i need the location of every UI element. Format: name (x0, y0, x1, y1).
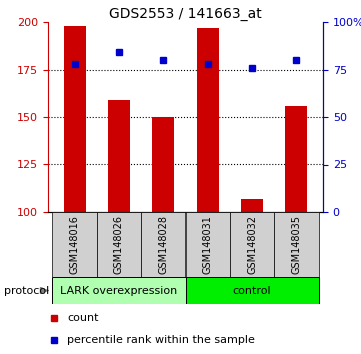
Text: GSM148031: GSM148031 (203, 215, 213, 274)
Bar (285, 105, 308, 212)
Bar (64, 26, 86, 212)
Text: GSM148026: GSM148026 (114, 215, 124, 274)
Bar (186, 277, 318, 304)
Text: GSM148016: GSM148016 (70, 215, 80, 274)
Bar (97, 212, 141, 277)
Bar (274, 212, 318, 277)
Bar (141, 212, 186, 277)
Text: control: control (233, 285, 271, 296)
Text: GSM148035: GSM148035 (291, 215, 301, 274)
Bar (52, 212, 97, 277)
Bar (52, 277, 186, 304)
Text: percentile rank within the sample: percentile rank within the sample (67, 335, 255, 345)
Bar (186, 212, 230, 277)
Text: protocol: protocol (4, 285, 49, 296)
Bar (197, 28, 219, 212)
Title: GDS2553 / 141663_at: GDS2553 / 141663_at (109, 7, 262, 21)
Text: count: count (67, 313, 99, 323)
Bar (241, 199, 263, 212)
Text: LARK overexpression: LARK overexpression (60, 285, 178, 296)
Bar (230, 212, 274, 277)
Bar (108, 100, 130, 212)
Text: GSM148032: GSM148032 (247, 215, 257, 274)
Bar (152, 117, 174, 212)
Text: GSM148028: GSM148028 (158, 215, 168, 274)
